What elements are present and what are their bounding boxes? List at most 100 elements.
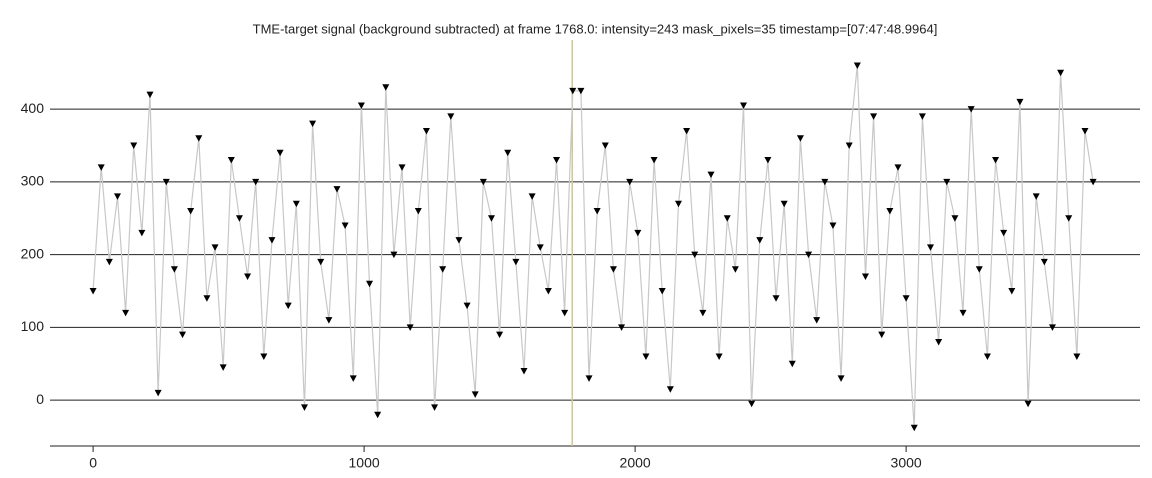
point-marker xyxy=(683,127,691,135)
point-marker xyxy=(333,186,341,193)
point-marker xyxy=(1089,178,1097,186)
point-marker xyxy=(829,222,837,230)
point-marker xyxy=(447,113,455,120)
point-marker xyxy=(227,157,235,164)
point-marker xyxy=(861,273,869,280)
point-marker xyxy=(577,87,585,95)
point-marker xyxy=(496,331,504,339)
point-marker xyxy=(634,229,642,237)
point-marker xyxy=(422,127,430,135)
point-marker xyxy=(528,193,536,200)
point-marker xyxy=(276,149,284,157)
point-marker xyxy=(707,171,715,179)
point-marker xyxy=(837,375,845,382)
point-marker xyxy=(463,302,471,310)
point-marker xyxy=(951,215,959,222)
point-marker xyxy=(105,258,113,266)
point-marker xyxy=(553,157,561,164)
point-marker xyxy=(89,288,97,295)
chart-title: TME-target signal (background subtracted… xyxy=(253,21,938,36)
point-marker xyxy=(1057,69,1065,77)
point-marker xyxy=(292,200,300,208)
point-marker xyxy=(536,244,544,251)
point-marker xyxy=(130,142,138,150)
point-marker xyxy=(479,178,487,186)
point-marker xyxy=(162,178,170,186)
x-tick-label: 2000 xyxy=(620,455,651,471)
point-marker xyxy=(691,251,699,259)
point-marker xyxy=(845,142,853,150)
point-marker xyxy=(642,353,650,361)
point-marker xyxy=(439,266,447,273)
point-marker xyxy=(154,389,162,397)
point-marker xyxy=(211,244,219,251)
point-marker xyxy=(618,324,626,331)
point-marker xyxy=(1081,127,1089,135)
point-marker xyxy=(699,309,707,317)
point-marker xyxy=(122,309,130,317)
point-marker xyxy=(398,164,406,171)
point-marker xyxy=(723,215,731,222)
point-marker xyxy=(561,309,569,317)
point-marker xyxy=(748,400,756,408)
point-marker xyxy=(244,273,252,280)
point-marker xyxy=(366,280,374,288)
point-marker xyxy=(593,207,601,215)
point-marker xyxy=(910,424,918,432)
point-marker xyxy=(796,135,804,142)
point-marker xyxy=(487,215,495,222)
point-marker xyxy=(520,368,528,375)
point-marker xyxy=(601,142,609,150)
point-marker xyxy=(544,288,552,295)
point-marker xyxy=(609,266,617,273)
point-marker xyxy=(1048,324,1056,331)
point-marker xyxy=(309,120,317,128)
point-marker xyxy=(894,164,902,171)
point-marker xyxy=(918,113,926,120)
point-marker xyxy=(260,353,268,361)
point-marker xyxy=(967,106,975,113)
y-tick-label: 300 xyxy=(21,173,45,189)
point-marker xyxy=(650,157,658,164)
point-marker xyxy=(97,164,105,171)
point-marker xyxy=(886,207,894,215)
point-marker xyxy=(504,149,512,157)
point-marker xyxy=(975,266,983,273)
point-marker xyxy=(902,295,910,302)
point-marker xyxy=(187,207,195,215)
y-tick-label: 0 xyxy=(36,391,44,407)
y-tick-label: 200 xyxy=(21,245,45,261)
point-marker xyxy=(414,207,422,215)
point-marker xyxy=(813,317,821,324)
point-marker xyxy=(138,229,146,237)
point-marker xyxy=(146,91,154,99)
point-marker xyxy=(349,375,357,382)
point-marker xyxy=(1000,229,1008,237)
point-marker xyxy=(756,237,764,244)
point-marker xyxy=(927,244,935,251)
point-marker xyxy=(179,331,187,339)
point-marker xyxy=(853,62,861,69)
point-marker xyxy=(284,302,292,310)
point-marker xyxy=(715,353,723,361)
point-marker xyxy=(658,288,666,295)
point-marker xyxy=(406,324,414,331)
x-tick-label: 3000 xyxy=(891,455,922,471)
point-marker xyxy=(805,251,813,259)
signal-line xyxy=(92,65,1094,428)
point-marker xyxy=(870,113,878,120)
point-marker xyxy=(235,215,243,222)
point-marker xyxy=(740,102,748,109)
point-marker xyxy=(1065,215,1073,222)
point-marker xyxy=(195,135,203,142)
point-marker xyxy=(1016,98,1024,106)
point-marker xyxy=(300,404,308,411)
point-marker xyxy=(1008,288,1016,295)
point-marker xyxy=(1032,193,1040,200)
point-marker xyxy=(382,84,390,91)
point-marker xyxy=(731,266,739,273)
point-marker xyxy=(821,178,829,186)
point-marker xyxy=(455,237,463,244)
point-marker xyxy=(626,178,634,186)
